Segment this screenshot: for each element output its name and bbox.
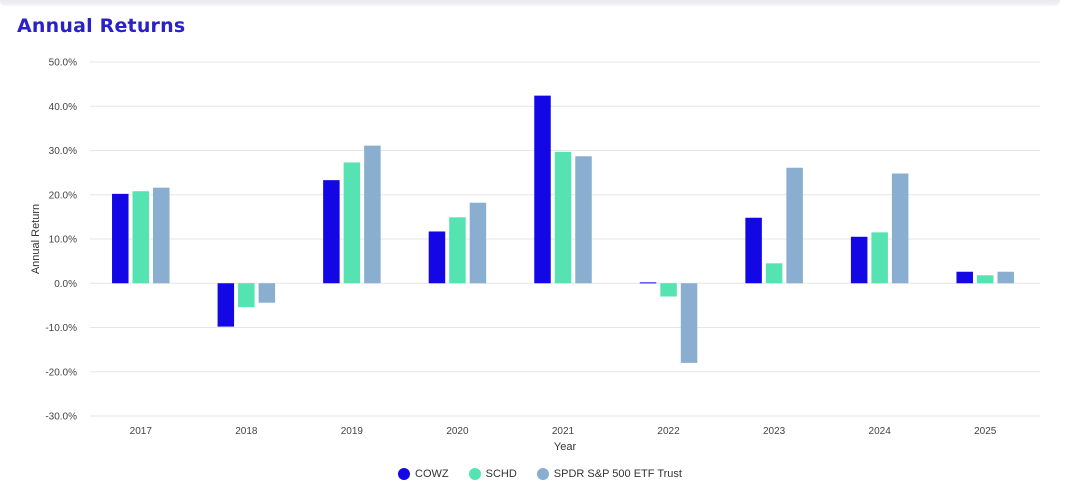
legend-label: SPDR S&P 500 ETF Trust <box>553 468 682 480</box>
bar-schd-2018[interactable] <box>238 283 255 308</box>
bar-schd-2022[interactable] <box>660 283 677 297</box>
legend-label: COWZ <box>415 468 449 480</box>
x-tick-label: 2019 <box>341 426 364 437</box>
y-tick-label: 0.0% <box>54 279 77 290</box>
legend-label: SCHD <box>485 468 517 480</box>
legend-item[interactable]: COWZ <box>398 468 449 480</box>
x-tick-label: 2022 <box>657 426 680 437</box>
bar-cowz-2017[interactable] <box>112 193 129 284</box>
x-axis-label: Year <box>554 441 577 453</box>
y-axis-label: Annual Return <box>30 204 42 274</box>
bar-schd-2024[interactable] <box>871 232 888 284</box>
bar-schd-2023[interactable] <box>765 263 783 284</box>
x-tick-labels: 2017 2018 2019 2020 2021 2022 2023 2024 2025 <box>130 426 997 437</box>
chart-legend: COWZ SCHD SPDR S&P 500 ETF Trust <box>0 468 1080 480</box>
legend-item[interactable]: SCHD <box>468 468 517 480</box>
bar-schd-2020[interactable] <box>449 217 466 284</box>
bar-spdr-s-p-500-etf-trust-2020[interactable] <box>469 202 487 284</box>
y-tick-label: 10.0% <box>49 235 77 246</box>
bar-schd-2017[interactable] <box>132 191 150 284</box>
legend-swatch-icon <box>468 468 481 480</box>
x-tick-label: 2021 <box>552 426 575 437</box>
bar-spdr-s-p-500-etf-trust-2022[interactable] <box>680 283 698 363</box>
legend-item[interactable]: SPDR S&P 500 ETF Trust <box>536 468 682 480</box>
y-tick-label: -30.0% <box>45 412 77 423</box>
x-tick-label: 2024 <box>869 426 892 437</box>
y-tick-label: 50.0% <box>49 58 77 69</box>
bar-spdr-s-p-500-etf-trust-2021[interactable] <box>575 156 592 284</box>
x-tick-label: 2025 <box>974 426 997 437</box>
bar-cowz-2019[interactable] <box>323 180 340 284</box>
bar-cowz-2023[interactable] <box>745 217 762 284</box>
y-tick-label: -20.0% <box>45 367 77 378</box>
y-tick-label: 40.0% <box>49 102 77 113</box>
page-title: Annual Returns <box>17 15 186 37</box>
y-tick-label: -10.0% <box>45 323 77 334</box>
bars <box>112 95 1014 363</box>
bar-spdr-s-p-500-etf-trust-2017[interactable] <box>153 187 170 284</box>
x-tick-label: 2020 <box>446 426 469 437</box>
legend-swatch-icon <box>398 468 411 480</box>
bar-cowz-2024[interactable] <box>850 236 868 284</box>
x-tick-label: 2018 <box>235 426 258 437</box>
bar-spdr-s-p-500-etf-trust-2019[interactable] <box>364 145 381 284</box>
y-tick-label: 20.0% <box>49 190 77 201</box>
bar-schd-2025[interactable] <box>976 275 994 284</box>
bar-spdr-s-p-500-etf-trust-2025[interactable] <box>997 271 1014 284</box>
bar-cowz-2021[interactable] <box>534 95 551 284</box>
bar-schd-2021[interactable] <box>554 151 572 284</box>
y-tick-labels: 50.0% 40.0% 30.0% 20.0% 10.0% 0.0% -10.0% -20.0… <box>45 58 77 423</box>
bar-spdr-s-p-500-etf-trust-2024[interactable] <box>891 173 909 284</box>
x-tick-label: 2023 <box>763 426 786 437</box>
bar-cowz-2020[interactable] <box>428 231 446 284</box>
bar-schd-2019[interactable] <box>343 162 361 284</box>
x-tick-label: 2017 <box>130 426 153 437</box>
legend-swatch-icon <box>536 468 549 480</box>
bar-spdr-s-p-500-etf-trust-2018[interactable] <box>258 283 276 303</box>
bar-spdr-s-p-500-etf-trust-2023[interactable] <box>786 167 803 284</box>
bar-cowz-2025[interactable] <box>956 271 973 284</box>
y-tick-label: 30.0% <box>49 146 77 157</box>
top-card-edge <box>0 0 1060 6</box>
bar-cowz-2022[interactable] <box>639 282 657 284</box>
bar-cowz-2018[interactable] <box>217 283 235 327</box>
